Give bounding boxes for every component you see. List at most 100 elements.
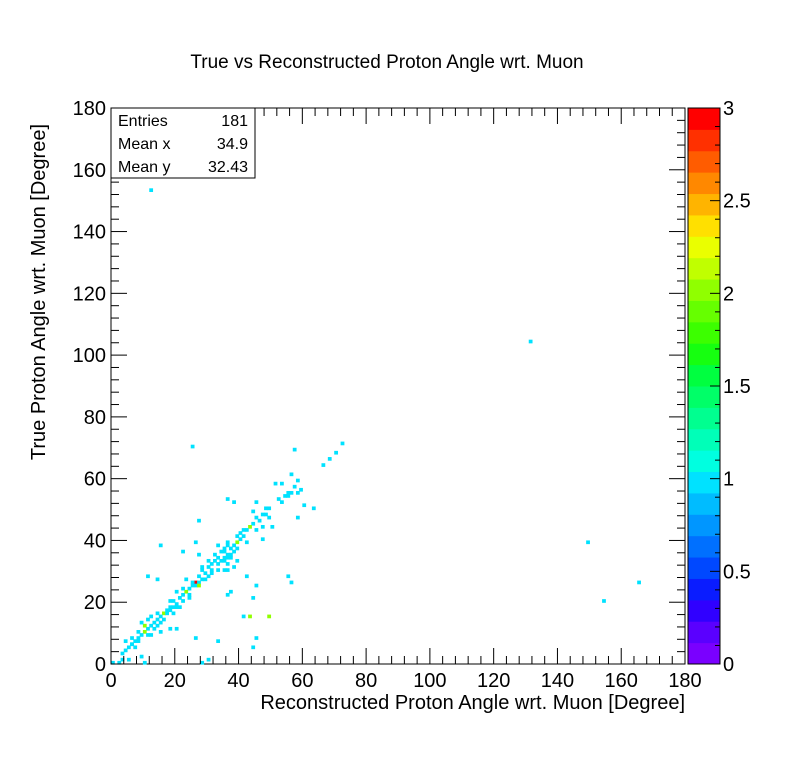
heatmap-cell [225, 555, 230, 560]
heatmap-cell [292, 447, 297, 452]
heatmap-cell [149, 623, 154, 628]
heatmap-cell [149, 633, 154, 637]
stats-meanx-label: Mean x [118, 136, 170, 153]
y-axis-title: True Proton Angle wrt. Muon [Degree] [28, 124, 50, 460]
heatmap-cell [136, 630, 141, 634]
chart-title: True vs Reconstructed Proton Angle wrt. … [190, 52, 583, 73]
heatmap-cell [174, 602, 179, 606]
heatmap-cell [260, 512, 265, 517]
heatmap-cell [187, 592, 192, 597]
heatmap-cell [190, 580, 195, 585]
heatmap-cell [232, 500, 236, 504]
colorbar-band [688, 193, 720, 216]
heatmap-cell [203, 571, 208, 576]
heatmap-cell [181, 599, 185, 603]
heatmap-cell [225, 497, 230, 501]
heatmap-cell [251, 521, 256, 526]
heatmap-cell [174, 626, 179, 631]
heatmap-cell [289, 491, 294, 495]
heatmap-cell [528, 339, 533, 344]
heatmap-cell [136, 639, 141, 643]
heatmap-cell [213, 558, 217, 563]
heatmap-cell [225, 592, 230, 597]
heatmap-cell [225, 540, 230, 545]
heatmap-cell [197, 580, 201, 585]
x-tick-label: 180 [668, 670, 701, 692]
heatmap-cell [130, 642, 134, 647]
heatmap-cell [216, 555, 221, 560]
colorbar [687, 107, 721, 665]
heatmap-cell [184, 577, 189, 582]
heatmap-cell [197, 583, 201, 588]
heatmap-cell [264, 512, 268, 517]
heatmap-cell [200, 660, 205, 665]
heatmap-cell [168, 608, 173, 613]
x-tick-label: 160 [605, 670, 638, 692]
colorbar-band [688, 578, 720, 601]
stats-box: Entries 181 Mean x 34.9 Mean y 32.43 [110, 107, 256, 179]
colorbar-band [688, 642, 720, 665]
heatmap-cell [181, 592, 185, 597]
heatmap-cell [193, 583, 198, 588]
y-tick-label: 20 [84, 592, 106, 614]
y-tick-label: 140 [73, 222, 106, 244]
heatmap-cell [165, 611, 169, 616]
heatmap-cell [206, 657, 211, 662]
heatmap-cell [244, 528, 249, 532]
heatmap-cell [283, 494, 287, 498]
colorbar-tick-label: 1.5 [723, 376, 751, 398]
heatmap-cell [228, 555, 233, 560]
heatmap-cell [273, 481, 278, 486]
y-tick-label: 40 [84, 530, 106, 552]
stats-meanx-value: 34.9 [217, 136, 248, 153]
heatmap-cell [177, 596, 182, 600]
heatmap-cell [299, 487, 303, 492]
heatmap-cell [142, 660, 147, 665]
heatmap-cell [232, 565, 236, 569]
heatmap-cell [586, 540, 590, 545]
x-tick-label: 120 [477, 670, 510, 692]
heatmap-cell [206, 574, 211, 579]
heatmap-cell [286, 494, 291, 498]
heatmap-cell [637, 580, 641, 585]
colorbar-band [688, 471, 720, 494]
heatmap-cell [280, 481, 284, 486]
heatmap-cell [158, 620, 163, 625]
heatmap-cell [286, 491, 291, 495]
colorbar-tick-label: 1 [723, 469, 734, 491]
colorbar-band [688, 407, 720, 430]
heatmap-cell [162, 611, 166, 616]
heatmap-cell [171, 599, 176, 603]
heatmap-cell [190, 444, 195, 449]
x-tick-label: 40 [227, 670, 249, 692]
heatmap-cell [216, 562, 221, 566]
colorbar-tick-label: 0 [723, 654, 734, 676]
heatmap-cell [165, 608, 169, 613]
heatmap-cell [200, 565, 205, 569]
y-tick-label: 160 [73, 160, 106, 182]
heatmap-cell [209, 571, 214, 576]
heatmap-cell [216, 639, 221, 643]
colorbar-band [688, 428, 720, 451]
heatmap-cell [602, 599, 606, 603]
heatmap-cell [139, 620, 144, 625]
heatmap-cell [264, 506, 268, 511]
heatmap-cell [334, 450, 339, 455]
heatmap-cell [181, 586, 185, 591]
heatmap-cell [254, 515, 259, 520]
colorbar-tick-label: 2.5 [723, 191, 751, 213]
heatmap-cell [254, 636, 259, 640]
heatmap-cell [200, 568, 205, 572]
heatmap-cell [120, 657, 125, 662]
histogram-cells [111, 188, 641, 665]
heatmap-cell [228, 546, 233, 551]
heatmap-cell [197, 552, 201, 557]
heatmap-cell [152, 626, 157, 631]
heatmap-cell [184, 589, 189, 594]
heatmap-cell [289, 580, 294, 585]
heatmap-cell [117, 660, 122, 665]
heatmap-cell [311, 506, 316, 511]
y-tick-label: 60 [84, 469, 106, 491]
heatmap-cell [235, 534, 240, 538]
heatmap-cell [216, 543, 221, 548]
